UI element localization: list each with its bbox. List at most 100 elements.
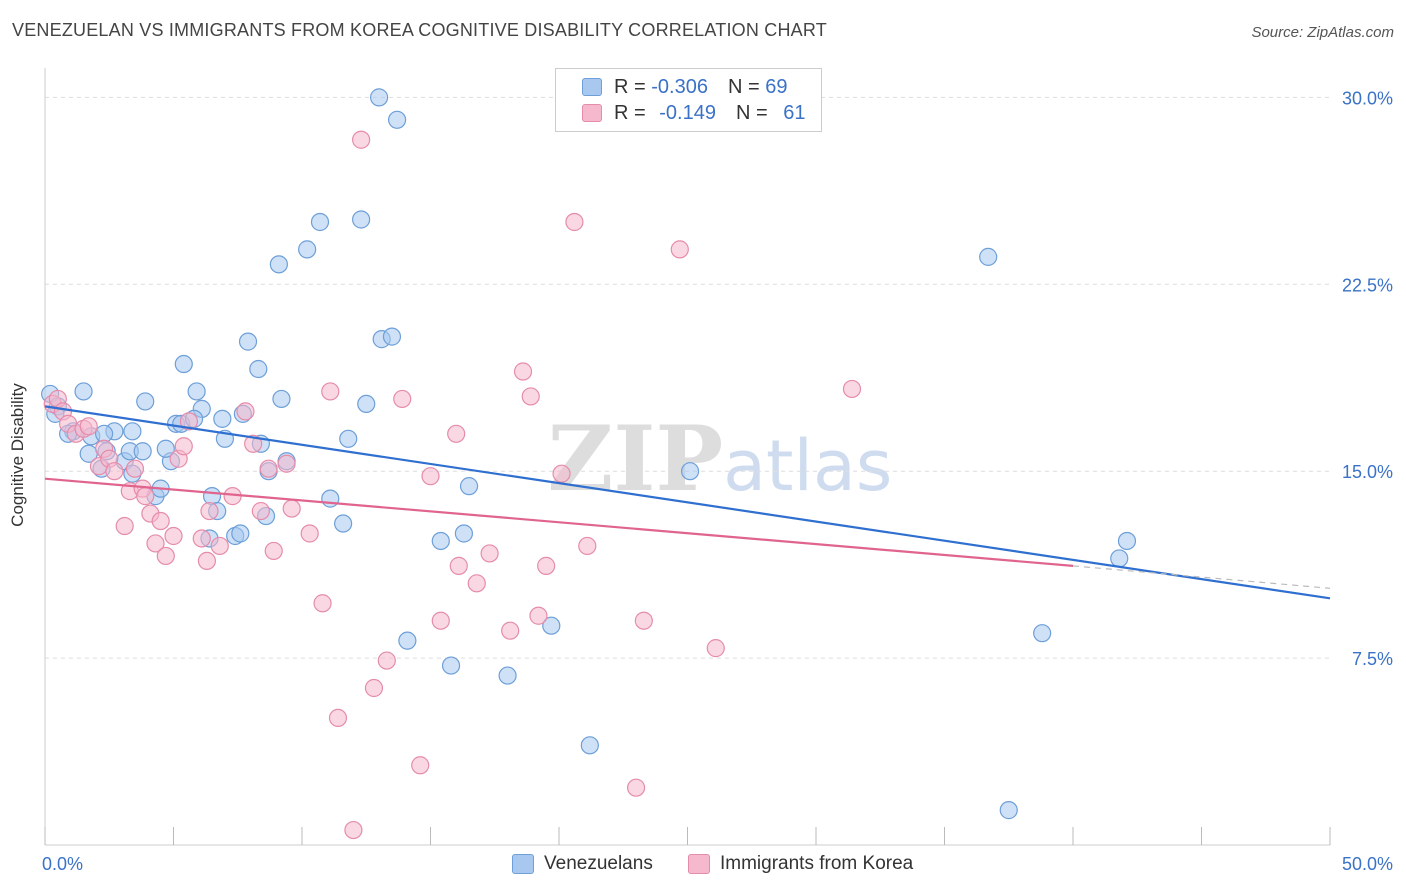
korea-point (156, 546, 175, 566)
n-value: 61 (783, 101, 806, 124)
korea-point (842, 379, 862, 399)
y-tick-label: 22.5% (1342, 275, 1393, 295)
series-legend: Venezuelans Immigrants from Korea (0, 853, 1406, 877)
korea-point (513, 362, 533, 381)
r-value: -0.149 (659, 101, 716, 124)
venezuelan-point (1110, 549, 1129, 568)
venezuelan-point (382, 327, 402, 346)
korea-point (200, 501, 219, 521)
korea-point (501, 621, 520, 640)
korea-point (79, 417, 98, 436)
r-value: -0.306 (651, 75, 708, 98)
watermark-zip: ZIP (548, 406, 723, 512)
korea-point (364, 678, 384, 698)
venezuelan-point (339, 429, 358, 448)
legend-row-venezuelans: R = -0.306 N = 69 (582, 75, 787, 99)
korea-point (115, 516, 134, 536)
korea-point (259, 459, 278, 478)
korea-point (321, 382, 340, 401)
korea-point (174, 437, 193, 456)
korea-point (136, 487, 155, 506)
korea-point (344, 820, 363, 840)
venezuelan-point (498, 666, 517, 685)
x-tick-label-min: 0.0% (42, 854, 83, 874)
korea-point (251, 501, 270, 521)
venezuelan-point (133, 442, 152, 461)
venezuelan-point (580, 736, 599, 755)
korea-point (552, 464, 571, 483)
venezuelan-point (187, 382, 206, 401)
chart-title: VENEZUELAN VS IMMIGRANTS FROM KOREA COGN… (12, 20, 827, 40)
korea-point (467, 574, 486, 593)
y-tick-label: 30.0% (1342, 88, 1393, 108)
venezuelan-point (74, 382, 93, 401)
korea-point (236, 402, 255, 421)
korea-point (300, 524, 319, 543)
venezuelan-point (357, 394, 376, 414)
venezuelan-point (680, 462, 700, 481)
venezuelan-point (999, 801, 1018, 820)
korea-trend-line (44, 477, 1074, 567)
korea-point (578, 536, 597, 556)
korea-point (105, 462, 124, 481)
venezuelan-point (459, 477, 479, 496)
korea-point (282, 499, 301, 518)
venezuelan-point (370, 88, 389, 107)
korea-point (529, 606, 548, 625)
korea-point (670, 240, 689, 259)
venezuelan-point (238, 332, 258, 351)
venezuelan-point (298, 240, 317, 259)
korea-point (449, 556, 468, 575)
korea-point (125, 459, 145, 478)
korea-point (192, 529, 211, 548)
korea-point (480, 544, 499, 563)
venezuelan-point (334, 514, 353, 533)
korea-point (706, 639, 725, 658)
venezuelan-point (310, 212, 330, 232)
korea-point (179, 412, 199, 431)
korea-point (313, 594, 332, 613)
venezuelan-point (249, 359, 268, 379)
korea-point (537, 556, 556, 575)
n-value: 69 (765, 75, 788, 98)
korea-point (264, 541, 283, 561)
korea-trend-extension (1072, 565, 1331, 589)
korea-point (244, 434, 263, 453)
korea-point (626, 778, 646, 797)
y-tick-label: 7.5% (1352, 649, 1393, 669)
r-label: R = (614, 75, 652, 98)
watermark: ZIPatlas (548, 406, 893, 512)
venezuelan-point (321, 489, 340, 508)
venezuelan-point (174, 354, 193, 374)
venezuelans-trend-line (44, 405, 1331, 600)
n-label: N = (727, 75, 766, 98)
venezuelan-point (1117, 531, 1137, 551)
korea-point (565, 212, 584, 232)
x-tick-label-max: 50.0% (1342, 854, 1393, 874)
n-label: N = (735, 101, 774, 124)
stats-legend: R = -0.306 N = 69 R = -0.149 N = 61 (555, 68, 822, 132)
venezuelan-point (979, 247, 998, 266)
venezuelan-point (123, 422, 142, 441)
korea-point (411, 756, 430, 775)
venezuelan-point (387, 110, 407, 129)
venezuelan-point (272, 389, 291, 409)
source-label: Source: ZipAtlas.com (1251, 24, 1394, 41)
korea-point (277, 454, 296, 473)
legend-row-korea: R = -0.149 N = 61 (582, 101, 805, 125)
legend-label: Immigrants from Korea (720, 853, 914, 874)
venezuelan-point (352, 210, 371, 229)
korea-point (393, 389, 412, 409)
venezuelan-point (1033, 624, 1052, 643)
korea-point (421, 467, 440, 486)
korea-point (377, 651, 396, 670)
venezuelan-point (269, 255, 288, 274)
legend-item-korea: Immigrants from Korea (688, 853, 913, 875)
venezuelan-point (454, 524, 474, 543)
venezuelan-point (213, 409, 232, 428)
venezuelans-swatch (582, 78, 602, 96)
venezuelan-point (231, 524, 250, 543)
venezuelan-point (431, 531, 450, 551)
korea-point (164, 526, 183, 546)
